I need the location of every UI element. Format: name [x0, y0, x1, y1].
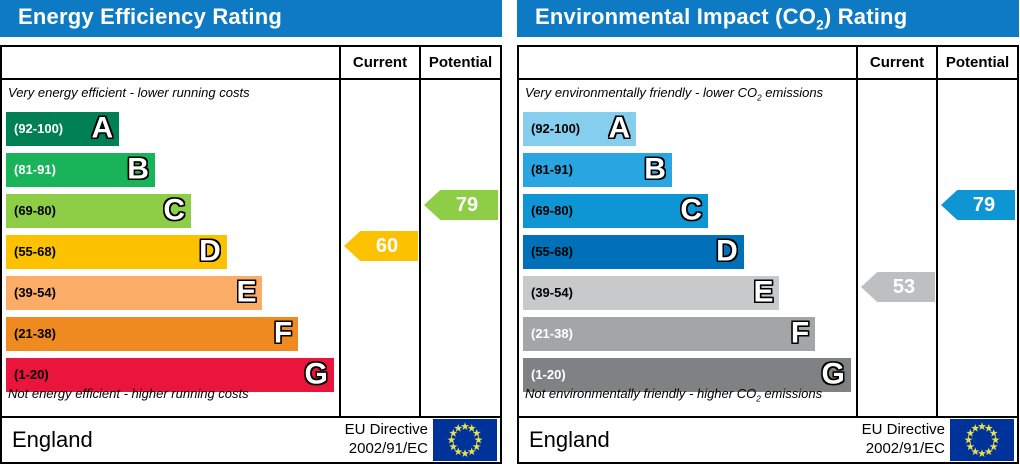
band-range-label: (69-80) [531, 203, 573, 219]
band-grade-letter: C [163, 192, 185, 226]
band-grade-letter: G [304, 356, 328, 390]
table-footer: England EU Directive 2002/91/EC [519, 416, 1017, 462]
region-label: England [529, 427, 610, 452]
band-a: (92-100) A [523, 110, 637, 146]
eu-flag-icon [433, 419, 497, 461]
header-spacer [519, 47, 856, 80]
band-range-label: (21-38) [531, 326, 573, 342]
potential-rating-arrow: 79 [424, 190, 498, 220]
potential-column: 79 [419, 80, 500, 416]
energy-rating-table: Current Potential Very energy efficient … [0, 45, 502, 464]
band-grade-letter: A [608, 110, 631, 144]
eu-flag-icon [950, 419, 1014, 461]
band-grade-letter: C [680, 192, 702, 226]
band-grade-letter: F [790, 315, 810, 349]
band-b: (81-91) B [523, 151, 672, 187]
band-a: (92-100) A [6, 110, 120, 146]
band-range-label: (81-91) [14, 162, 56, 178]
band-grade-letter: B [644, 151, 666, 185]
band-grade-letter: D [199, 233, 221, 267]
band-g: (1-20) G [523, 356, 851, 392]
band-range-label: (55-68) [531, 244, 573, 260]
current-column-header: Current [339, 47, 419, 80]
band-range-label: (39-54) [14, 285, 56, 301]
band-grade-letter: G [821, 356, 845, 390]
caption-top: Very energy efficient - lower running co… [8, 85, 250, 100]
environmental-impact-panel: Environmental Impact (CO2) Rating Curren… [517, 0, 1019, 464]
band-d: (55-68) D [523, 233, 744, 269]
band-grade-letter: D [716, 233, 738, 267]
potential-rating-arrow: 79 [941, 190, 1015, 220]
band-c: (69-80) C [6, 192, 191, 228]
rating-scale: Very environmentally friendly - lower CO… [519, 80, 856, 416]
current-column-header: Current [856, 47, 936, 80]
band-e: (39-54) E [6, 274, 263, 310]
eu-directive-label: EU Directive 2002/91/EC [344, 421, 428, 457]
band-range-label: (1-20) [14, 367, 49, 383]
band-grade-letter: A [91, 110, 114, 144]
rating-scale: Very energy efficient - lower running co… [2, 80, 339, 416]
band-grade-letter: B [127, 151, 149, 185]
potential-column-header: Potential [419, 47, 500, 80]
band-range-label: (69-80) [14, 203, 56, 219]
band-range-label: (39-54) [531, 285, 573, 301]
potential-column-header: Potential [936, 47, 1017, 80]
region-label: England [12, 427, 93, 452]
energy-efficiency-panel: Energy Efficiency Rating Current Potenti… [0, 0, 502, 464]
band-grade-letter: E [236, 274, 257, 308]
band-f: (21-38) F [523, 315, 816, 351]
potential-column: 79 [936, 80, 1017, 416]
caption-top: Very environmentally friendly - lower CO… [525, 85, 824, 103]
panel-title: Energy Efficiency Rating [18, 4, 282, 30]
current-column: 53 [856, 80, 936, 416]
band-range-label: (92-100) [531, 121, 581, 137]
caption-bottom: Not environmentally friendly - higher CO… [525, 386, 823, 404]
band-range-label: (1-20) [531, 367, 566, 383]
band-g: (1-20) G [6, 356, 334, 392]
energy-title-bar: Energy Efficiency Rating [0, 0, 502, 37]
current-rating-arrow: 60 [344, 231, 418, 261]
band-f: (21-38) F [6, 315, 299, 351]
band-b: (81-91) B [6, 151, 155, 187]
table-footer: England EU Directive 2002/91/EC [2, 416, 500, 462]
band-grade-letter: E [753, 274, 774, 308]
environmental-rating-table: Current Potential Very environmentally f… [517, 45, 1019, 464]
current-rating-arrow: 53 [861, 272, 935, 302]
current-column: 60 [339, 80, 419, 416]
environmental-title-bar: Environmental Impact (CO2) Rating [517, 0, 1019, 37]
band-range-label: (55-68) [14, 244, 56, 260]
band-range-label: (92-100) [14, 121, 64, 137]
band-c: (69-80) C [523, 192, 708, 228]
eu-directive-label: EU Directive 2002/91/EC [861, 421, 945, 457]
band-grade-letter: F [273, 315, 293, 349]
band-d: (55-68) D [6, 233, 227, 269]
band-range-label: (81-91) [531, 162, 573, 178]
panel-title: Environmental Impact (CO2) Rating [535, 4, 908, 33]
header-spacer [2, 47, 339, 80]
band-range-label: (21-38) [14, 326, 56, 342]
caption-bottom: Not energy efficient - higher running co… [8, 386, 249, 402]
band-e: (39-54) E [523, 274, 780, 310]
